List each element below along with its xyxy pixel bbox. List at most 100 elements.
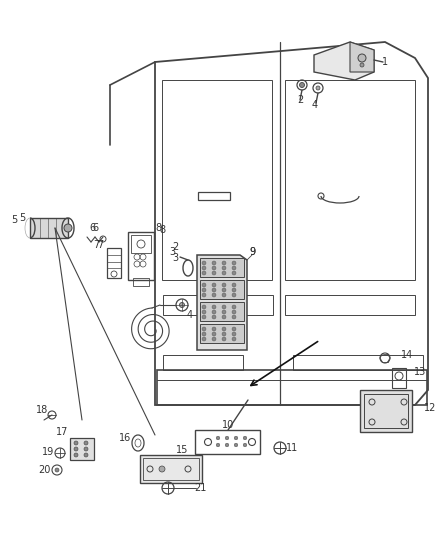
Circle shape [212,293,216,297]
Circle shape [202,310,206,314]
Circle shape [202,271,206,275]
Bar [162,80,272,280]
Circle shape [64,224,72,232]
Circle shape [232,288,236,292]
Circle shape [212,305,216,309]
Circle shape [84,453,88,457]
Circle shape [202,332,206,336]
Text: 12: 12 [424,403,436,413]
Circle shape [222,261,226,265]
Circle shape [202,337,206,341]
Circle shape [360,63,364,67]
Polygon shape [197,255,247,350]
Bar [200,324,244,343]
Text: 11: 11 [286,443,298,453]
Text: 21: 21 [194,483,206,493]
Bar [392,368,406,388]
Text: 1: 1 [382,57,388,67]
Circle shape [222,271,226,275]
Circle shape [212,315,216,319]
Circle shape [234,443,238,447]
Text: 7: 7 [93,240,99,250]
Bar [285,295,415,315]
Circle shape [232,327,236,331]
Circle shape [300,83,304,87]
Text: 2: 2 [297,95,303,105]
Bar [30,218,68,238]
Circle shape [232,337,236,341]
Circle shape [202,315,206,319]
Bar [140,455,202,483]
Circle shape [232,305,236,309]
Circle shape [232,271,236,275]
Bar [157,370,427,405]
Circle shape [84,441,88,445]
Circle shape [202,288,206,292]
Circle shape [74,447,78,451]
Circle shape [232,261,236,265]
Circle shape [212,271,216,275]
Circle shape [202,327,206,331]
Circle shape [222,315,226,319]
Bar [293,355,423,370]
Circle shape [212,327,216,331]
Circle shape [243,436,247,440]
Text: 7: 7 [97,240,103,250]
Bar [364,394,408,428]
Text: 9: 9 [249,247,255,257]
Circle shape [212,283,216,287]
Bar [163,355,243,370]
Circle shape [212,310,216,314]
Text: 14: 14 [401,350,413,360]
Circle shape [212,337,216,341]
Bar [200,302,244,321]
Bar [133,278,149,286]
Text: 9: 9 [249,247,255,257]
Text: 16: 16 [119,433,131,443]
Text: 19: 19 [42,447,54,457]
Circle shape [316,86,320,90]
Text: 4: 4 [187,310,193,320]
Bar [131,235,151,253]
Circle shape [232,293,236,297]
Text: 6: 6 [92,223,98,233]
Bar [143,458,199,480]
Circle shape [159,466,165,472]
Circle shape [202,261,206,265]
Circle shape [358,54,366,62]
Circle shape [180,303,184,308]
Circle shape [222,305,226,309]
Circle shape [232,266,236,270]
Text: 6: 6 [89,223,95,233]
Circle shape [222,266,226,270]
Text: 18: 18 [36,405,48,415]
Circle shape [222,283,226,287]
Text: 15: 15 [176,445,188,455]
Circle shape [222,293,226,297]
Circle shape [225,436,229,440]
Circle shape [222,310,226,314]
Polygon shape [350,42,374,72]
Text: 10: 10 [222,420,234,430]
Bar [163,295,273,315]
Bar [107,248,121,278]
Text: 3: 3 [169,247,175,257]
Text: 2: 2 [172,242,178,252]
Text: 8: 8 [159,225,165,235]
Circle shape [212,288,216,292]
Circle shape [74,441,78,445]
Text: 8: 8 [155,223,161,233]
Bar [195,430,260,454]
Text: 4: 4 [312,100,318,110]
Circle shape [232,310,236,314]
Circle shape [202,283,206,287]
Text: 5: 5 [11,215,17,225]
Circle shape [222,337,226,341]
Circle shape [225,443,229,447]
Circle shape [84,447,88,451]
Bar [128,232,154,280]
Circle shape [216,436,220,440]
Circle shape [222,332,226,336]
Circle shape [212,261,216,265]
Bar [198,192,230,200]
